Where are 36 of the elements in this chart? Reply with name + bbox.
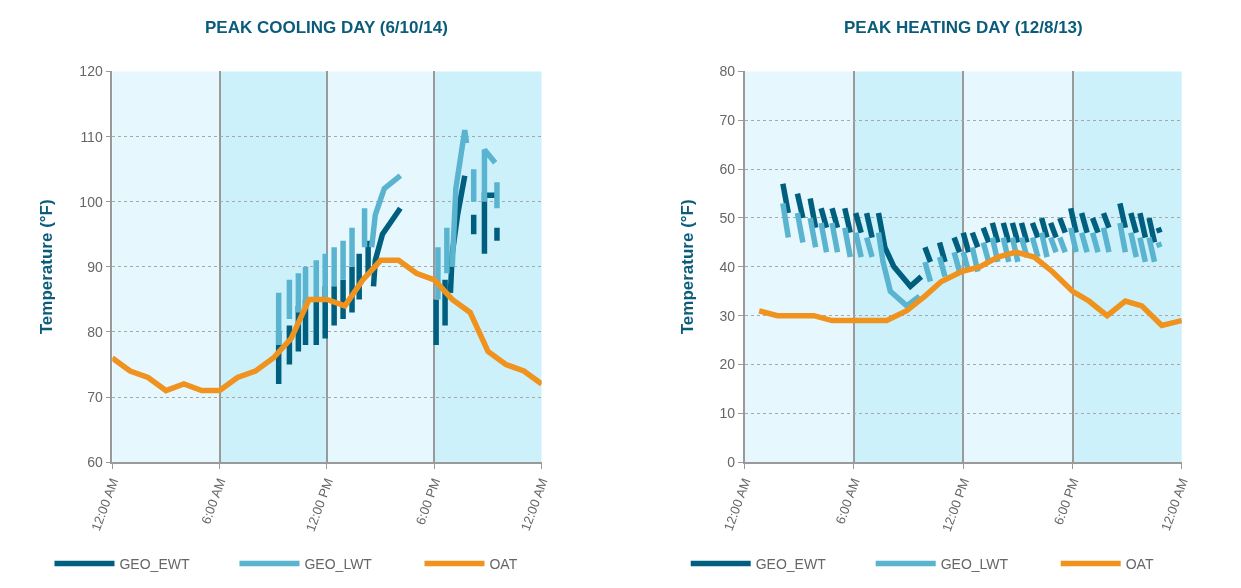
x-tick-label: 12:00 AM (517, 476, 551, 533)
x-tick-label: 12:00 AM (1157, 476, 1191, 533)
y-tick-label: 90 (87, 258, 103, 275)
y-tick-label: 50 (719, 209, 736, 226)
y-tick-label: 30 (719, 307, 736, 324)
y-axis-title: Temperature (°F) (37, 199, 57, 335)
y-tick-label: 70 (719, 112, 736, 129)
y-tick-label: 0 (727, 454, 736, 471)
legend-label: OAT (1125, 556, 1154, 573)
x-tick-label: 6:00 PM (412, 476, 444, 527)
legend-label: GEO_EWT (119, 556, 190, 573)
x-tick-label: 12:00 PM (302, 476, 336, 534)
legend-label: GEO_LWT (304, 556, 373, 573)
y-tick-label: 100 (79, 193, 103, 210)
y-tick-label: 60 (719, 161, 736, 178)
x-tick-label: 6:00 AM (198, 476, 229, 527)
chart-title: PEAK COOLING DAY (6/10/14) (205, 18, 448, 37)
x-tick-label: 6:00 PM (1050, 476, 1082, 527)
y-tick-label: 70 (87, 388, 103, 405)
x-tick-label: 12:00 AM (720, 476, 754, 533)
x-tick-label: 6:00 AM (832, 476, 863, 527)
y-tick-label: 60 (87, 454, 103, 471)
legend-label: GEO_LWT (940, 556, 1009, 573)
y-tick-label: 80 (719, 63, 736, 80)
legend-label: GEO_EWT (755, 556, 827, 573)
legend-label: OAT (489, 556, 518, 573)
y-tick-label: 110 (80, 128, 103, 145)
y-tick-label: 10 (719, 405, 736, 422)
y-tick-label: 40 (719, 258, 736, 275)
y-tick-label: 80 (87, 323, 103, 340)
x-tick-label: 12:00 PM (939, 476, 973, 534)
y-tick-label: 20 (719, 356, 736, 373)
x-tick-label: 12:00 AM (88, 476, 122, 533)
y-axis-title: Temperature (°F) (677, 199, 697, 335)
y-tick-label: 120 (79, 63, 103, 80)
chart-title: PEAK HEATING DAY (12/8/13) (844, 18, 1083, 37)
